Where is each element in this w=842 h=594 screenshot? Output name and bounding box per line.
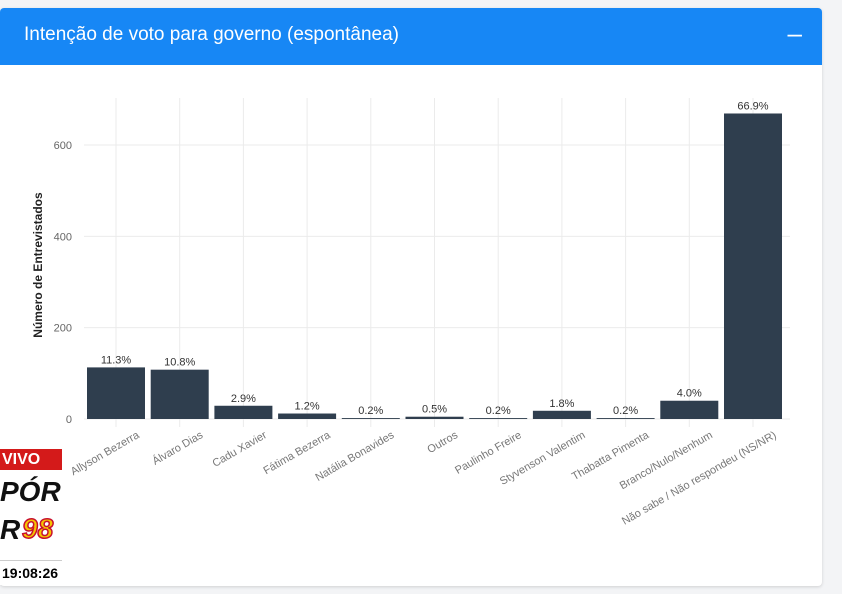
collapse-button[interactable]: – (787, 18, 802, 48)
bar (87, 367, 145, 419)
live-badge: VIVO (0, 449, 62, 470)
x-tick-label: Cadu Xavier (210, 429, 269, 470)
panel-header: Intenção de voto para governo (espontâne… (0, 8, 822, 65)
bar (278, 413, 337, 419)
tv-overlay: VIVO PÓR R 98 19:08:26 (0, 449, 62, 585)
bar-value-label: 1.2% (295, 401, 320, 413)
y-tick-label: 0 (66, 414, 72, 426)
logo-number: 98 (21, 512, 54, 545)
broadcast-time: 19:08:26 (0, 560, 62, 585)
bar-value-label: 11.3% (101, 354, 132, 366)
y-axis-label: Número de Entrevistados (31, 192, 45, 338)
bar (341, 418, 400, 419)
bar-value-label: 2.9% (231, 393, 256, 405)
bar-value-label: 10.8% (164, 357, 195, 369)
bar (596, 418, 655, 419)
y-tick-label: 400 (54, 231, 72, 243)
bar (660, 400, 719, 419)
logo-text-1: PÓR (0, 476, 61, 507)
logo-text-2: R (0, 514, 21, 545)
bar (724, 113, 782, 420)
y-tick-label: 600 (54, 140, 72, 152)
panel-title: Intenção de voto para governo (espontâne… (24, 24, 399, 45)
bar (532, 410, 591, 419)
station-logo: PÓR R 98 (0, 470, 62, 560)
bar-value-label: 0.2% (613, 405, 638, 417)
bar (469, 418, 528, 419)
x-tick-label: Allyson Bezerra (69, 429, 142, 478)
bar-value-label: 0.2% (358, 405, 383, 417)
bar-value-label: 66.9% (737, 100, 768, 112)
bar-value-label: 0.2% (486, 405, 511, 417)
bar-value-label: 1.8% (549, 398, 574, 410)
y-tick-label: 200 (54, 323, 72, 335)
chart-panel: Intenção de voto para governo (espontâne… (0, 8, 822, 586)
bar-value-label: 0.5% (422, 404, 447, 416)
x-tick-label: Outros (425, 429, 460, 456)
bar-value-label: 4.0% (677, 388, 702, 400)
bar (150, 369, 209, 419)
bar (405, 416, 464, 419)
bar (214, 405, 273, 419)
x-tick-label: Álvaro Dias (150, 428, 206, 468)
